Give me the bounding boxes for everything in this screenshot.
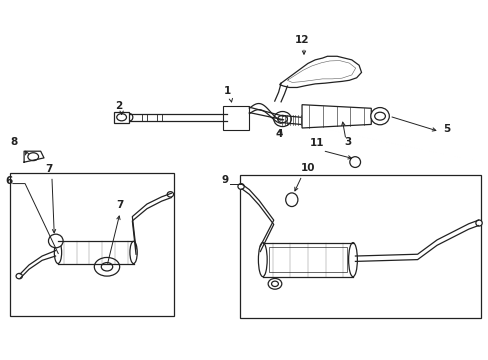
Circle shape: [277, 116, 287, 123]
Text: 7: 7: [45, 164, 52, 174]
Bar: [10, 173, 173, 316]
Ellipse shape: [130, 241, 137, 264]
Text: 6: 6: [5, 176, 13, 186]
Bar: [239, 175, 480, 318]
Text: 8: 8: [10, 137, 18, 147]
Text: 4: 4: [275, 129, 283, 139]
Text: 5: 5: [443, 123, 450, 134]
Ellipse shape: [48, 234, 63, 248]
Ellipse shape: [370, 108, 388, 125]
Ellipse shape: [475, 220, 481, 226]
Text: 3: 3: [344, 137, 351, 147]
FancyBboxPatch shape: [114, 112, 129, 123]
Ellipse shape: [349, 157, 360, 167]
Ellipse shape: [267, 278, 281, 289]
Bar: [222, 107, 249, 130]
Text: 12: 12: [294, 35, 308, 45]
Polygon shape: [302, 105, 370, 128]
Ellipse shape: [238, 184, 244, 189]
Circle shape: [101, 262, 112, 271]
Circle shape: [94, 257, 120, 276]
Ellipse shape: [348, 243, 357, 276]
Ellipse shape: [273, 112, 291, 127]
Ellipse shape: [258, 243, 266, 276]
Text: 7: 7: [117, 200, 124, 210]
Polygon shape: [279, 56, 361, 87]
Ellipse shape: [271, 281, 278, 287]
Text: 11: 11: [309, 138, 323, 148]
Ellipse shape: [167, 192, 173, 197]
Text: 1: 1: [224, 86, 231, 96]
Circle shape: [28, 153, 39, 161]
Text: 9: 9: [222, 175, 228, 185]
Circle shape: [374, 112, 385, 120]
Bar: [268, 247, 346, 273]
Text: 10: 10: [300, 163, 314, 173]
Ellipse shape: [54, 241, 61, 264]
Ellipse shape: [285, 193, 297, 207]
Ellipse shape: [16, 273, 22, 279]
Ellipse shape: [127, 114, 133, 121]
Text: 2: 2: [115, 101, 122, 111]
Circle shape: [117, 114, 126, 121]
